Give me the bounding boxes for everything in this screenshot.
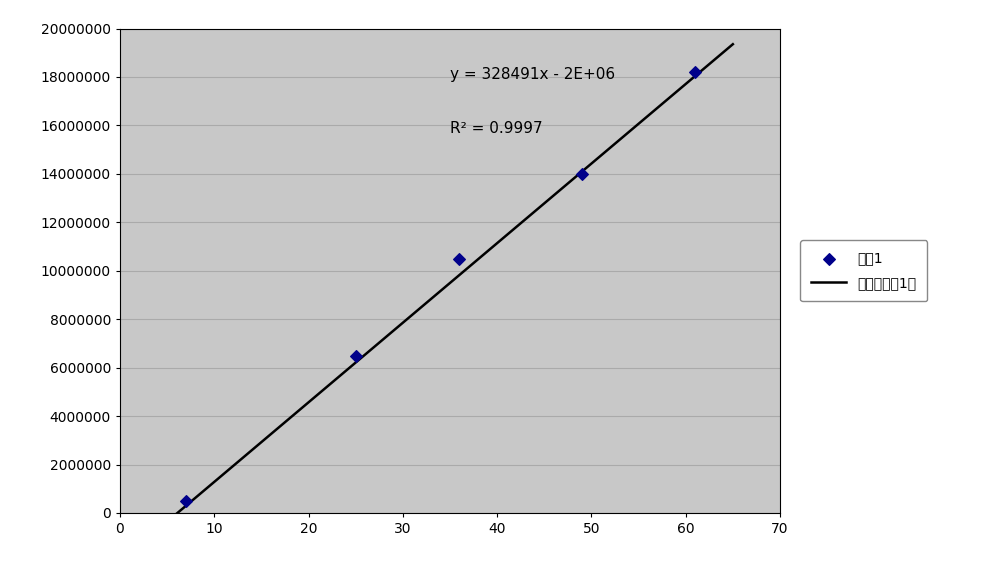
Point: [451, 254, 467, 263]
Text: R² = 0.9997: R² = 0.9997: [450, 120, 543, 136]
Text: y = 328491x - 2E+06: y = 328491x - 2E+06: [450, 67, 615, 82]
Point: [687, 68, 703, 77]
Legend: 系列1, 线性（系列1）: 系列1, 线性（系列1）: [800, 240, 927, 302]
Point: [178, 496, 194, 506]
Point: [574, 169, 590, 178]
Point: [348, 351, 364, 360]
